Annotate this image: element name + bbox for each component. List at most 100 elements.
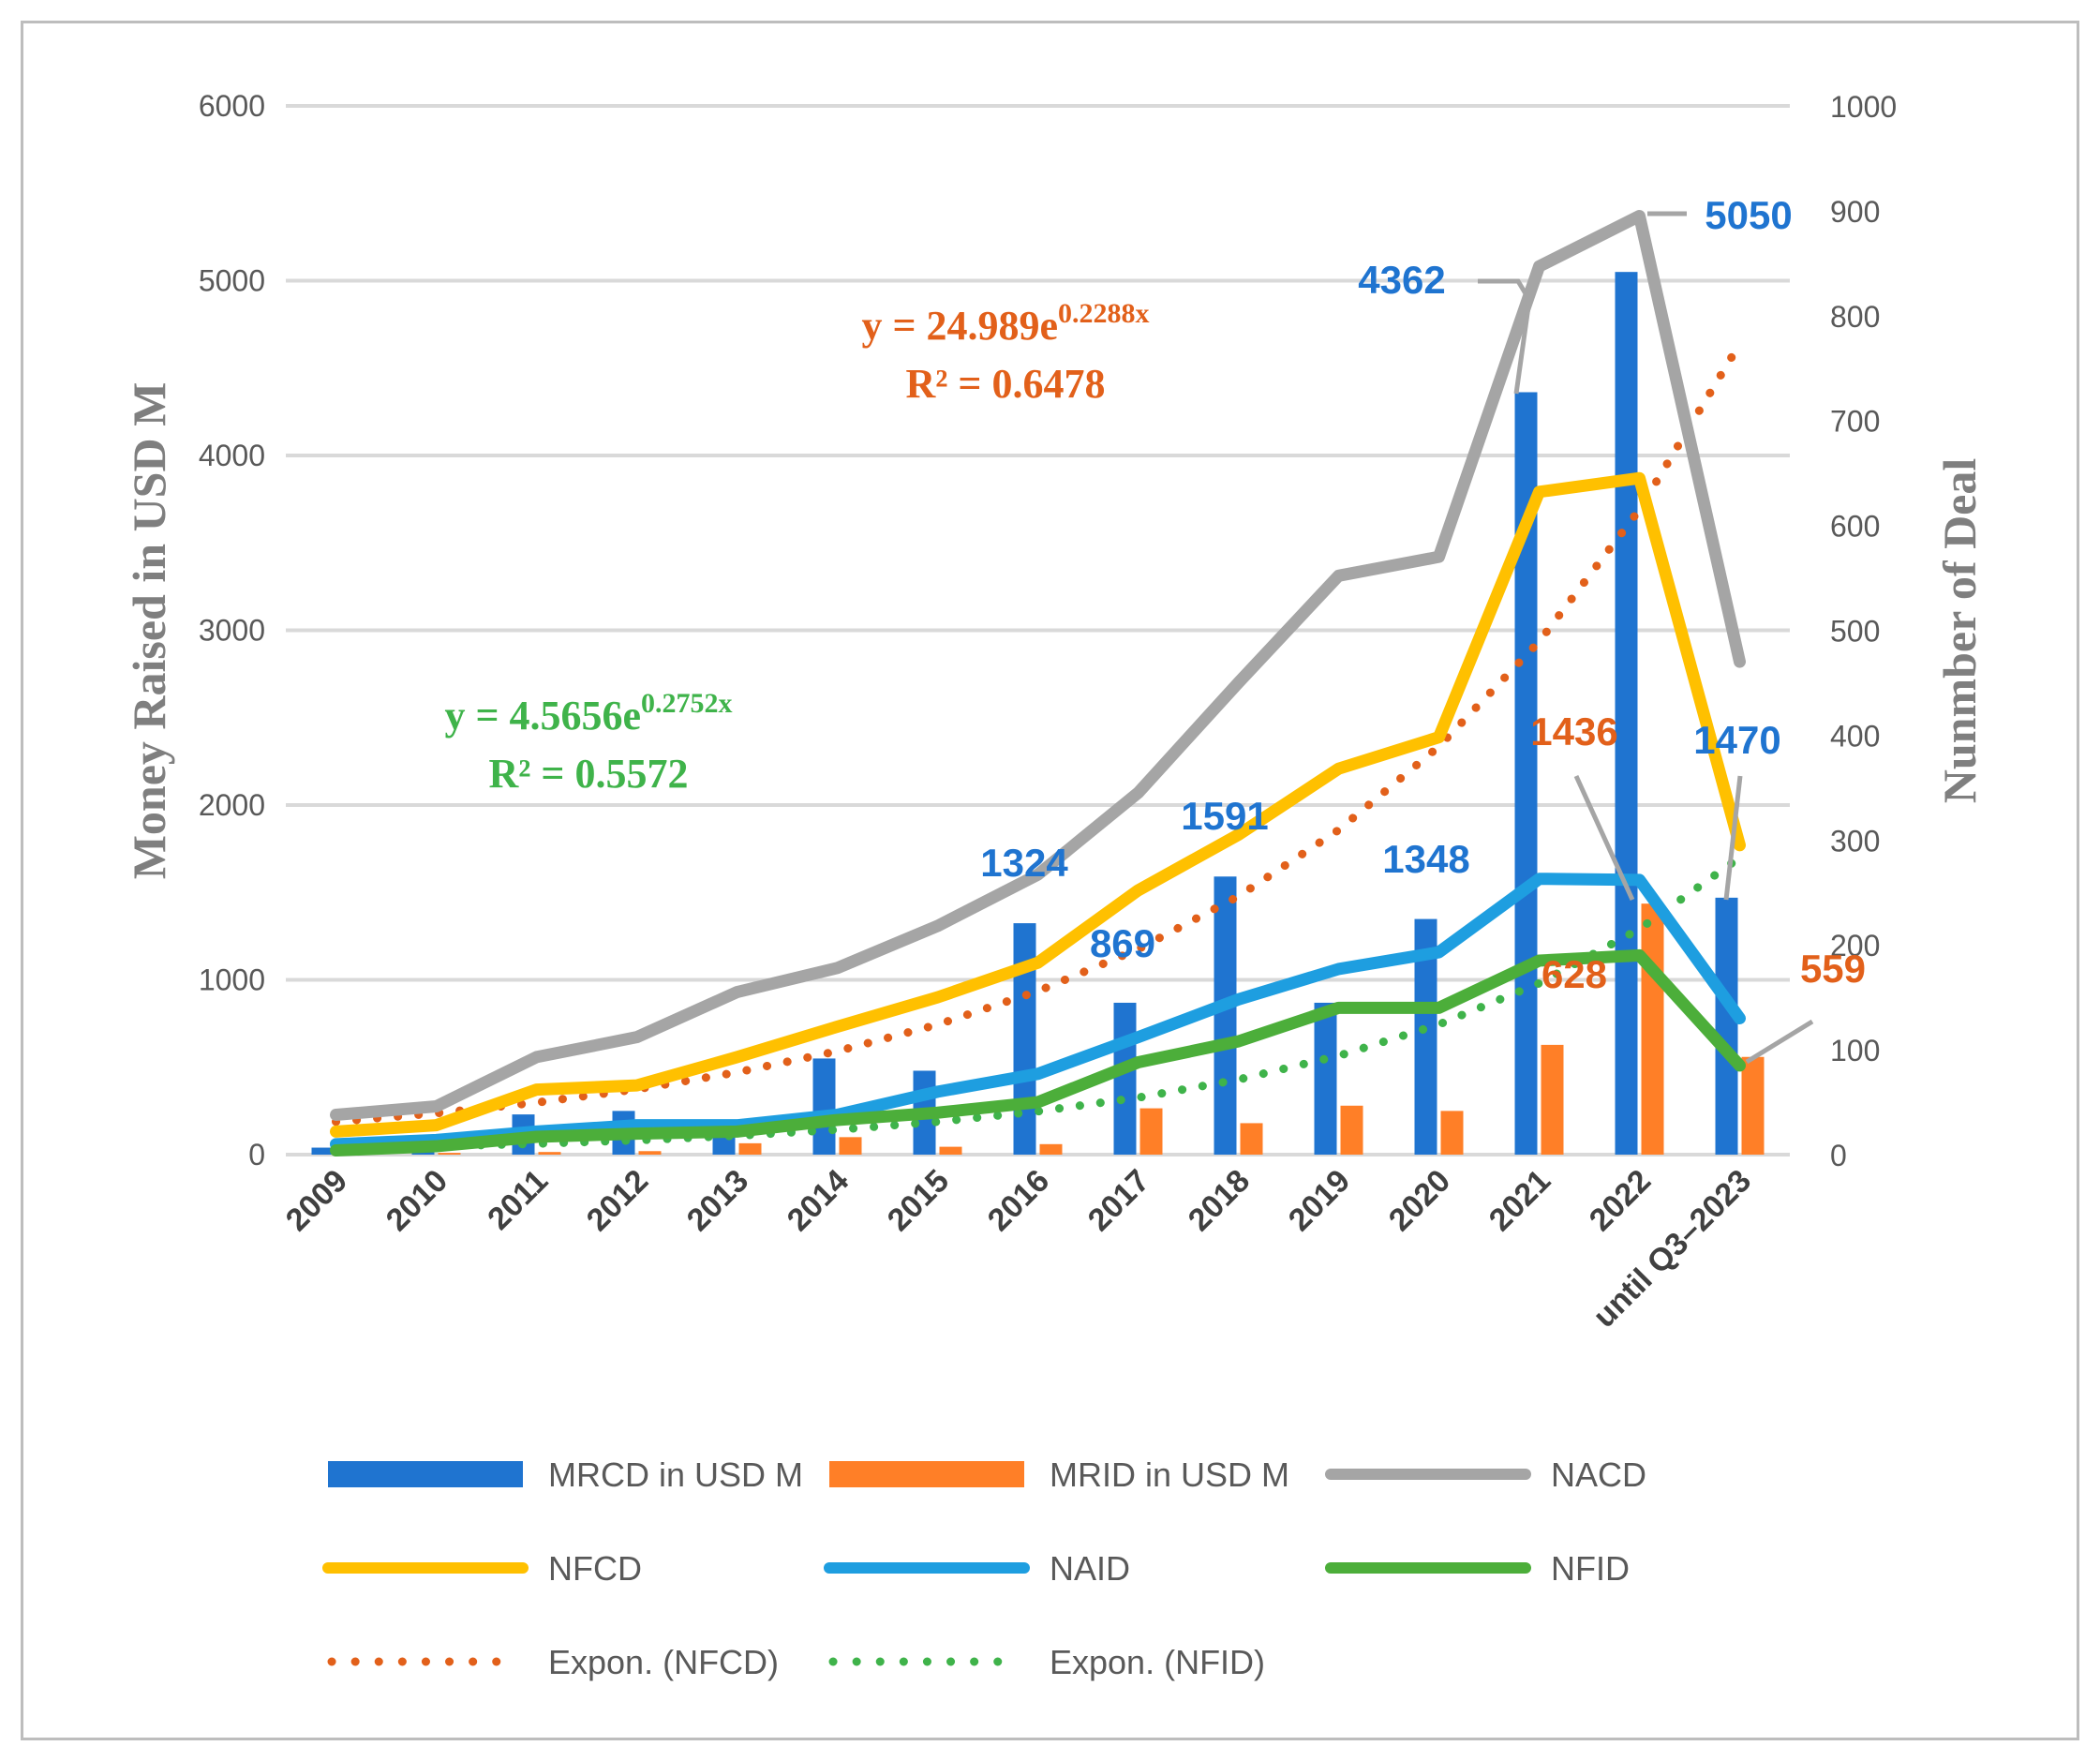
legend-item: NACD [1325, 1455, 1646, 1494]
trendline-expnfcd [332, 339, 1744, 1127]
y-right-tick-label: 500 [1830, 615, 1880, 649]
y-left-tick-label: 0 [248, 1138, 265, 1172]
bar-mrcd [812, 1058, 836, 1155]
leader-line-559 [1745, 1019, 1814, 1065]
legend-item: MRID in USD M [829, 1455, 1289, 1494]
x-tick-label: 2011 [481, 1163, 555, 1237]
legend-swatch [328, 1461, 523, 1487]
leader-line-4362 [1478, 278, 1532, 395]
legend-item: NAID [824, 1549, 1130, 1588]
legend-label: Expon. (NFCD) [548, 1643, 779, 1681]
y-right-axis-title: Nunmber of Deal [1933, 458, 1986, 804]
x-tick-label: 2016 [981, 1163, 1056, 1238]
legend-item: NFID [1325, 1549, 1630, 1588]
trend-r-squared: R² = 0.6478 [905, 361, 1105, 407]
y-right-tick-label: 800 [1830, 300, 1880, 334]
x-tick-label: 2019 [1282, 1163, 1357, 1238]
bar-mrid [839, 1137, 862, 1155]
y-left-tick-label: 1000 [199, 963, 265, 997]
data-label: 1436 [1530, 709, 1617, 754]
y-right-tick-label: 1000 [1830, 90, 1897, 124]
chart-frame [21, 21, 2079, 1740]
x-tick-label: 2017 [1081, 1163, 1156, 1238]
y-right-tick-label: 400 [1830, 719, 1880, 753]
legend-swatch [829, 1461, 1024, 1487]
y-right-tick-label: 200 [1830, 929, 1880, 963]
trend-equation: y = 24.989e0.2288x [861, 298, 1149, 349]
x-tick-label: 2013 [680, 1163, 755, 1238]
data-label: 1591 [1181, 794, 1268, 838]
line-nfid [330, 948, 1746, 1157]
legend-item: Expon. (NFCD) [327, 1643, 779, 1681]
legend-item: Expon. (NFID) [828, 1643, 1265, 1681]
bar-mrid [939, 1146, 962, 1155]
x-tick-label: 2020 [1382, 1163, 1457, 1238]
x-tick-label: 2015 [881, 1163, 956, 1238]
x-tick-label: 2009 [279, 1163, 354, 1238]
bar-mrid [538, 1152, 561, 1155]
y-right-tick-label: 900 [1830, 195, 1880, 229]
bar-mrcd [1214, 876, 1237, 1155]
data-label: 1324 [980, 841, 1068, 885]
bar-mrcd [1715, 897, 1738, 1155]
trend-equation-exponent: 0.2288x [1058, 298, 1150, 329]
bar-mrid [738, 1142, 762, 1155]
data-label: 1348 [1382, 837, 1469, 881]
leader-line-1436 [1573, 774, 1635, 902]
data-label: 4362 [1358, 258, 1445, 302]
leader-line-1470 [1723, 775, 1743, 901]
y-right-tick-label: 100 [1830, 1034, 1880, 1067]
bar-mrid [638, 1151, 662, 1155]
y-right-tick-label: 300 [1830, 824, 1880, 858]
line-nfcd [330, 471, 1746, 1138]
bar-mrcd [1314, 1002, 1337, 1155]
bar-mrid [1741, 1056, 1765, 1155]
legend-label: NAID [1050, 1549, 1130, 1588]
x-tick-label: 2022 [1583, 1163, 1658, 1238]
bar-mrcd [311, 1147, 335, 1155]
bar-mrcd [1615, 272, 1638, 1155]
data-label: 869 [1090, 921, 1155, 965]
legend-label: Expon. (NFID) [1050, 1643, 1265, 1681]
data-label: 628 [1541, 952, 1607, 996]
y-left-tick-label: 3000 [199, 614, 265, 648]
x-tick-label: 2018 [1182, 1163, 1257, 1238]
trend-equation: y = 4.5656e0.2752x [444, 688, 732, 739]
bar-mrcd [1013, 923, 1036, 1155]
trend-equation-exponent: 0.2752x [641, 688, 733, 719]
legend-item: MRCD in USD M [328, 1455, 803, 1494]
legend-label: NACD [1551, 1455, 1646, 1494]
trend-r-squared: R² = 0.5572 [488, 751, 688, 797]
x-tick-label: 2021 [1482, 1163, 1557, 1238]
bar-mrid [1240, 1123, 1263, 1155]
data-label: 559 [1800, 947, 1866, 991]
legend-label: NFCD [548, 1549, 642, 1588]
y-right-tick-label: 700 [1830, 405, 1880, 439]
bar-mrid [1039, 1143, 1063, 1155]
bar-mrid [1641, 903, 1664, 1155]
legend-label: MRID in USD M [1050, 1455, 1289, 1494]
x-tick-label: 2010 [380, 1163, 454, 1238]
line-nacd [330, 209, 1746, 1121]
bar-mrid [1440, 1111, 1464, 1155]
line-naid [330, 873, 1746, 1151]
bar-mrid [1139, 1108, 1163, 1155]
legend-label: MRCD in USD M [548, 1455, 803, 1494]
legend-label: NFID [1551, 1549, 1630, 1588]
bar-mrid [1541, 1044, 1564, 1155]
y-left-tick-label: 5000 [199, 264, 265, 298]
bar-mrid [1340, 1105, 1363, 1155]
y-left-tick-label: 2000 [199, 788, 265, 822]
y-left-tick-label: 4000 [199, 439, 265, 472]
y-right-tick-label: 0 [1830, 1139, 1847, 1172]
y-left-tick-label: 6000 [199, 89, 265, 123]
y-left-axis-title: Money Raised in USD M [123, 382, 175, 880]
legend-item: NFCD [322, 1549, 642, 1588]
bar-mrcd [1113, 1002, 1137, 1155]
data-label: 5050 [1705, 193, 1792, 237]
y-right-tick-label: 600 [1830, 510, 1880, 544]
data-label: 1470 [1693, 718, 1780, 762]
bar-mrid [438, 1153, 461, 1155]
x-tick-label: 2012 [580, 1163, 655, 1238]
